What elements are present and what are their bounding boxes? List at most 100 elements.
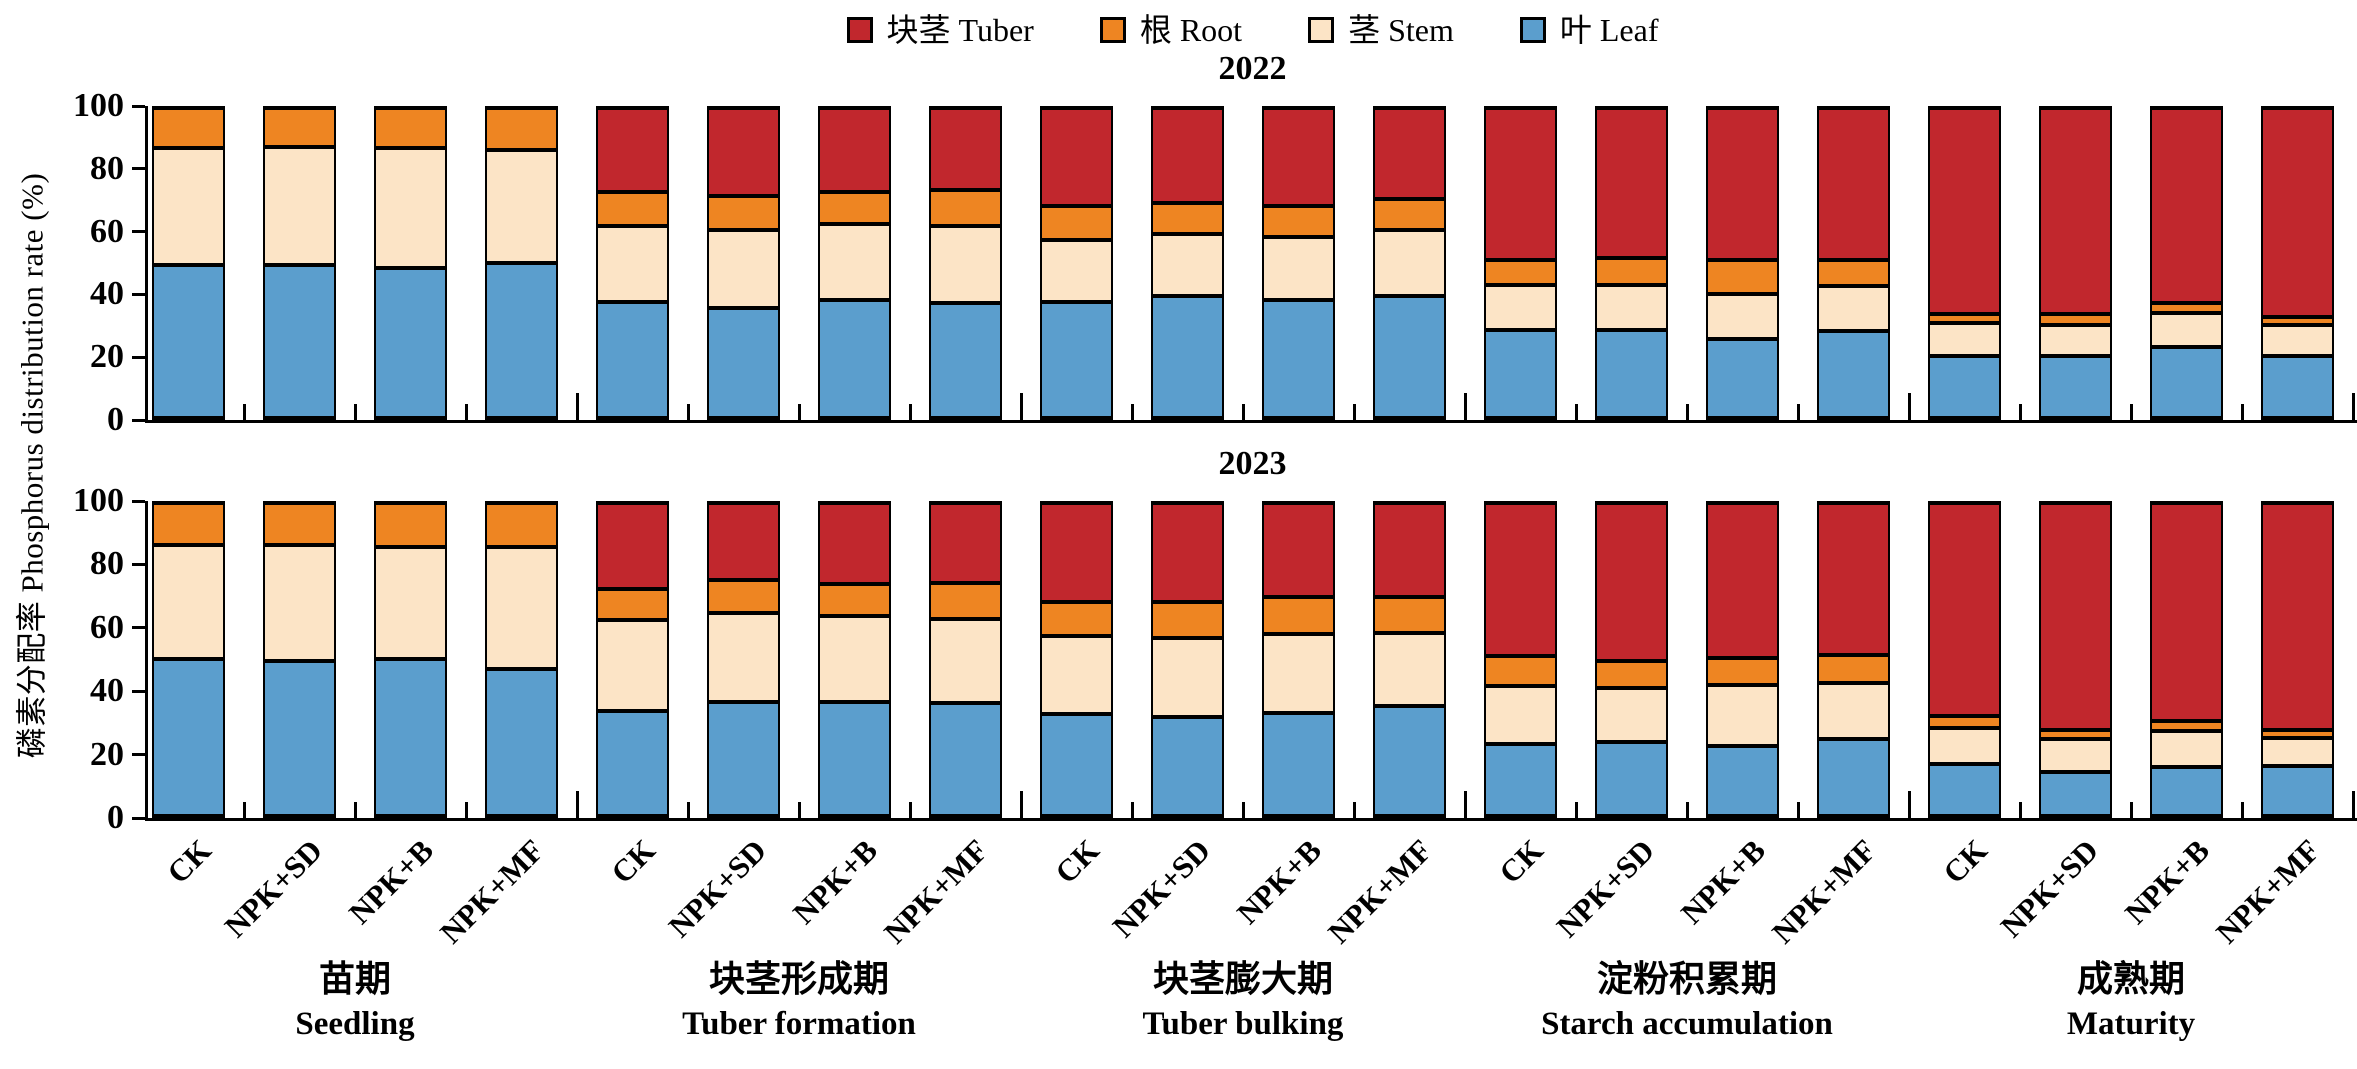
stem-segment <box>1262 236 1335 301</box>
stem-segment <box>1817 682 1890 740</box>
leaf-segment <box>1928 355 2001 418</box>
bar-2023-starch-accumulation-CK <box>1484 501 1557 818</box>
y-axis-title-text: 磷素分配率 Phosphorus distribution rate (%) <box>14 172 50 758</box>
leaf-segment <box>1595 742 1668 816</box>
stem-segment <box>152 545 225 660</box>
root-segment <box>374 108 447 149</box>
bar-2023-seedling-NPK+SD <box>263 501 336 818</box>
x-minor-tick <box>1130 404 1134 420</box>
tuber-segment <box>1484 108 1557 260</box>
y-tick-label: 20 <box>90 338 124 376</box>
stem-segment <box>374 148 447 268</box>
tuber-segment <box>1373 503 1446 597</box>
x-tick-label: CK <box>1936 832 1994 891</box>
x-minor-tick <box>1352 404 1356 420</box>
leaf-segment <box>1040 714 1113 816</box>
x-minor-tick <box>242 404 246 420</box>
bar-2023-tuber-bulking-NPK+MF <box>1373 501 1446 818</box>
leaf-segment <box>2261 765 2334 816</box>
bar-2022-seedling-CK <box>152 106 225 420</box>
tuber-segment <box>1040 108 1113 206</box>
stage-label-en: Starch accumulation <box>1541 1006 1833 1042</box>
x-group-tick <box>575 393 579 420</box>
stem-segment <box>1817 286 1890 332</box>
stem-segment <box>1706 684 1779 746</box>
root-segment <box>1817 259 1890 287</box>
stage-label-en: Maturity <box>2066 1006 2196 1042</box>
y-tick-label: 0 <box>107 401 124 438</box>
stem-segment <box>2261 325 2334 356</box>
x-minor-tick <box>1130 802 1134 818</box>
bar-2023-starch-accumulation-NPK+B <box>1706 501 1779 818</box>
root-segment <box>1595 258 1668 285</box>
leaf-segment <box>1373 706 1446 816</box>
x-tick-label: NPK+MF <box>877 832 995 951</box>
leaf-segment <box>263 661 336 816</box>
bar-2023-maturity-CK <box>1928 501 2001 818</box>
x-minor-tick <box>464 404 468 420</box>
leaf-segment <box>596 711 669 816</box>
stage-label-en: Tuber formation <box>682 1006 916 1042</box>
x-tick-label: NPK+SD <box>217 832 329 945</box>
leaf-segment <box>374 659 447 816</box>
tuber-segment <box>1928 503 2001 716</box>
tuber-segment <box>596 503 669 590</box>
stage-label-zh: 苗期 <box>318 959 391 999</box>
x-minor-tick <box>1796 404 1800 420</box>
stem-segment <box>818 615 891 702</box>
legend-item-stem: 茎 Stem <box>1308 14 1454 46</box>
root-segment <box>707 579 780 613</box>
x-axis-line <box>145 818 2357 821</box>
root-segment <box>485 503 558 547</box>
leaf-segment <box>707 307 780 418</box>
tuber-segment <box>818 503 891 585</box>
root-segment <box>152 108 225 149</box>
tuber-segment <box>2261 108 2334 318</box>
stem-segment <box>1151 233 1224 296</box>
y-tick-label: 40 <box>90 672 124 710</box>
stem-segment <box>929 225 1002 304</box>
x-tick-label: NPK+SD <box>661 832 773 945</box>
leaf-segment <box>2150 346 2223 418</box>
legend-label-root: 根 Root <box>1139 12 1243 48</box>
stem-segment <box>596 225 669 302</box>
root-legend-swatch-icon <box>1099 17 1126 43</box>
stem-segment <box>2039 739 2112 773</box>
root-segment <box>263 503 336 546</box>
leaf-segment <box>1262 712 1335 816</box>
root-segment <box>2150 303 2223 313</box>
x-minor-tick <box>242 802 246 818</box>
root-segment <box>929 582 1002 619</box>
bar-2022-starch-accumulation-NPK+MF <box>1817 106 1890 420</box>
y-tick <box>132 167 145 171</box>
y-tick <box>132 104 145 108</box>
x-minor-tick <box>686 802 690 818</box>
x-minor-tick <box>686 404 690 420</box>
stage-label-zh: 成熟期 <box>2076 959 2185 999</box>
bar-2022-tuber-bulking-NPK+MF <box>1373 106 1446 420</box>
leaf-legend-swatch-icon <box>1519 17 1546 43</box>
leaf-segment <box>1262 300 1335 418</box>
tuber-segment <box>1151 503 1224 602</box>
tuber-segment <box>929 503 1002 583</box>
leaf-segment <box>1928 764 2001 816</box>
stage-label-seedling: 苗期 Seedling <box>135 956 575 1046</box>
x-group-tick <box>1463 393 1467 420</box>
tuber-segment <box>2039 503 2112 730</box>
root-segment <box>2039 314 2112 325</box>
bar-2023-maturity-NPK+MF <box>2261 501 2334 818</box>
y-tick <box>132 753 145 757</box>
bar-2022-tuber-formation-CK <box>596 106 669 420</box>
x-tick-label: NPK+B <box>785 832 884 931</box>
root-segment <box>1484 656 1557 687</box>
root-segment <box>818 191 891 225</box>
leaf-segment <box>1373 295 1446 418</box>
x-tick-label: NPK+SD <box>1105 832 1217 945</box>
stage-label-zh: 淀粉积累期 <box>1596 959 1777 999</box>
bar-2022-starch-accumulation-CK <box>1484 106 1557 420</box>
root-segment <box>1373 199 1446 231</box>
root-segment <box>152 503 225 546</box>
tuber-segment <box>1706 108 1779 260</box>
bar-2022-tuber-formation-NPK+MF <box>929 106 1002 420</box>
x-minor-tick <box>797 404 801 420</box>
